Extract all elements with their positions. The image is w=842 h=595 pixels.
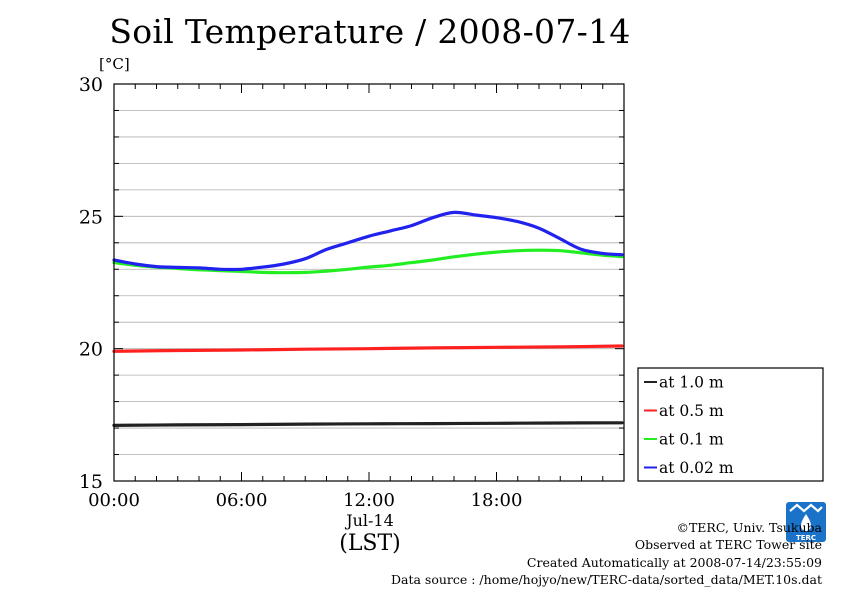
series-line [112, 248, 624, 275]
legend-box [637, 367, 824, 482]
legend-label: at 1.0 m [659, 374, 724, 392]
legend-label: at 0.02 m [659, 459, 734, 477]
chart-title: Soil Temperature / 2008-07-14 [109, 12, 631, 51]
y-tick-label: 30 [79, 74, 103, 96]
x-tick-label: 18:00 [471, 490, 523, 511]
x-tick-label: 12:00 [343, 490, 395, 511]
legend-label: at 0.5 m [659, 402, 724, 420]
x-axis-date: Jul-14 [346, 511, 394, 530]
logo-text: TERC [796, 534, 816, 542]
y-axis-unit: [°C] [99, 55, 130, 73]
y-tick-label: 20 [79, 339, 103, 361]
terc-logo: TERC [786, 502, 826, 542]
y-tick-label: 25 [79, 206, 103, 228]
credits: ©TERC, Univ. Tsukuba Observed at TERC To… [391, 519, 822, 589]
y-tick-label: 15 [79, 471, 103, 493]
x-axis-label: (LST) [339, 531, 401, 556]
created-text: Created Automatically at 2008-07-14/23:5… [526, 554, 822, 570]
legend-label: at 0.1 m [659, 431, 724, 449]
grid-lines [114, 110, 624, 455]
x-tick-label: 06:00 [216, 490, 268, 511]
plot-frame [113, 83, 625, 482]
axis-ticks: 15 20 25 30 00:00 06:00 12:00 18:00 [79, 74, 625, 511]
series-lines [112, 210, 624, 427]
series-line [112, 210, 624, 272]
observed-text: Observed at TERC Tower site [634, 537, 822, 553]
source-text: Data source : /home/hojyo/new/TERC-data/… [390, 572, 822, 588]
copyright-text: ©TERC, Univ. Tsukuba [676, 520, 822, 535]
series-line [112, 344, 624, 353]
x-tick-label: 00:00 [88, 490, 140, 511]
series-line [112, 421, 624, 427]
legend: at 1.0 m at 0.5 m at 0.1 m at 0.02 m [637, 367, 824, 482]
